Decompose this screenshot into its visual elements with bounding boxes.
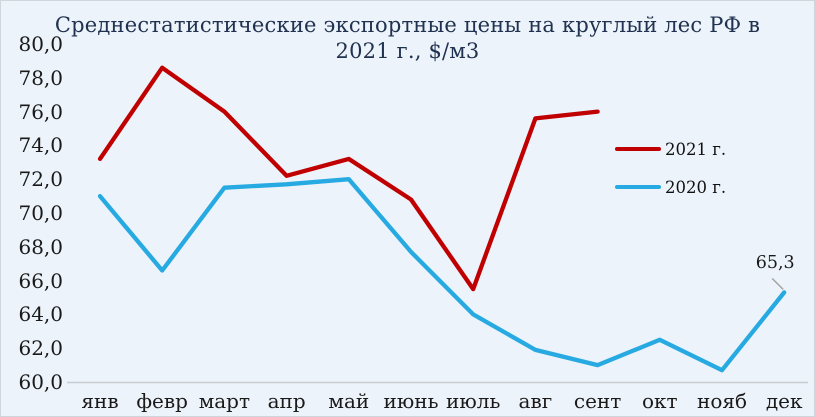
y-tick-label: 76,0 — [18, 99, 63, 124]
y-tick-label: 64,0 — [18, 302, 63, 327]
x-tick-label: авг — [518, 389, 553, 413]
legend-item-2021: 2021 г. — [615, 139, 727, 159]
x-tick-label: март — [198, 389, 251, 413]
legend: 2021 г. 2020 г. — [615, 140, 726, 216]
y-tick-label: 68,0 — [18, 234, 63, 259]
y-tick-label: 80,0 — [18, 32, 63, 56]
y-tick-label: 62,0 — [18, 336, 63, 361]
series-line-2021 — [97, 65, 600, 292]
x-tick-label: февр — [136, 389, 188, 413]
x-tick-label: июнь — [383, 389, 439, 413]
x-tick-label: май — [328, 389, 370, 413]
legend-item-2020: 2020 г. — [615, 177, 727, 197]
legend-label-2020: 2020 г. — [665, 177, 727, 197]
y-tick-label: 72,0 — [18, 167, 63, 192]
series-line-2020 — [97, 177, 787, 373]
y-tick-label: 66,0 — [18, 268, 63, 293]
x-tick-label: дек — [765, 389, 803, 413]
annotation-leader-line — [771, 277, 784, 290]
data-label-dec-2020: 65,3 — [755, 253, 795, 274]
x-tick-label: июль — [446, 389, 501, 413]
x-tick-label: нояб — [696, 389, 748, 413]
x-tick-label: янв — [81, 389, 119, 413]
y-tick-label: 70,0 — [18, 201, 63, 225]
x-tick-label: апр — [267, 389, 306, 413]
y-tick-label: 60,0 — [18, 370, 63, 394]
chart-title-line-2: 2021 г., $/м3 — [335, 38, 480, 63]
y-tick-label: 78,0 — [18, 65, 63, 90]
x-tick-label: сент — [573, 389, 622, 413]
chart-title-line-1: Среднестатистические экспортные цены на … — [54, 13, 761, 37]
legend-swatch-2021 — [615, 147, 661, 151]
legend-swatch-2020 — [615, 185, 661, 189]
y-tick-label: 74,0 — [18, 133, 63, 158]
x-tick-label: окт — [641, 389, 678, 413]
legend-label-2021: 2021 г. — [665, 139, 727, 159]
chart-title: Среднестатистические экспортные цены на … — [1, 13, 814, 64]
